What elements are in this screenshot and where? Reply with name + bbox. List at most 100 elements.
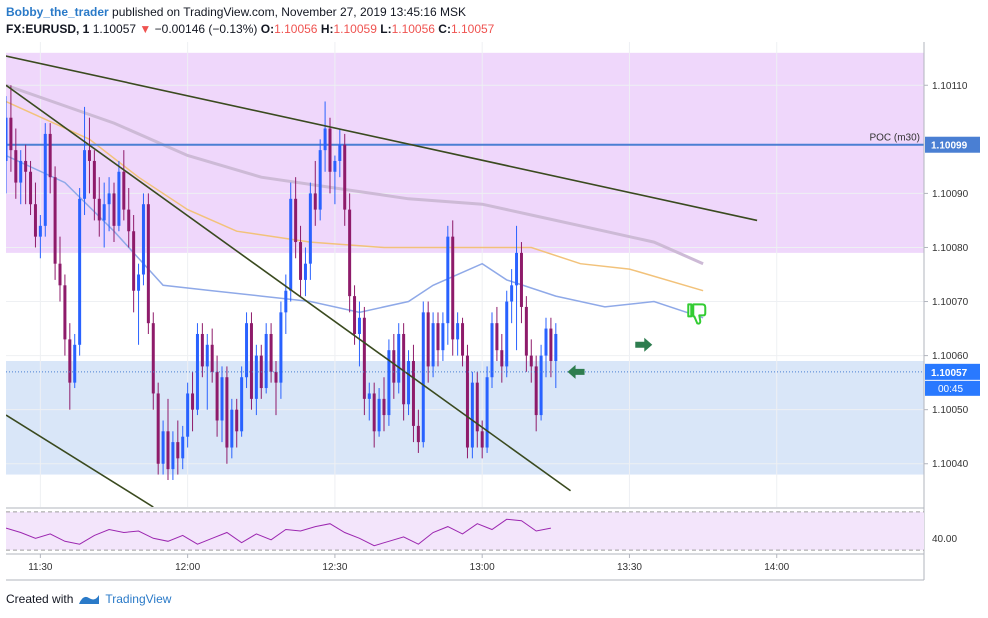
candle	[220, 366, 224, 443]
candle-body	[24, 160, 28, 172]
candle	[24, 144, 28, 205]
high-value: 1.10059	[333, 22, 377, 36]
candle	[475, 371, 479, 448]
candle-body	[240, 377, 244, 432]
candle-body	[92, 160, 96, 199]
candle	[171, 431, 175, 480]
candle-body	[220, 377, 224, 421]
candle-body	[117, 171, 121, 226]
candle	[519, 242, 523, 324]
candle	[235, 398, 239, 448]
rsi-line	[6, 518, 551, 547]
candle	[362, 306, 366, 416]
candle-body	[279, 312, 283, 383]
candle-body	[53, 177, 57, 264]
candle-body	[392, 350, 396, 383]
candle-body	[215, 371, 219, 421]
falling-diagonal-trendline	[6, 84, 572, 492]
candle-body	[549, 328, 553, 362]
candle	[470, 371, 474, 459]
time-tick-label: 13:00	[470, 562, 495, 573]
candle-body	[510, 285, 514, 302]
candle	[249, 312, 253, 410]
candle	[68, 323, 72, 410]
candle	[156, 382, 160, 475]
candle-body	[9, 117, 13, 151]
candle	[78, 187, 82, 356]
candle-body	[303, 263, 307, 280]
candle-body	[68, 339, 72, 383]
left-arrow-icon	[567, 364, 585, 379]
candle-body	[210, 344, 214, 372]
candle-body	[195, 333, 199, 410]
support-zone	[6, 361, 924, 475]
candle-body	[48, 133, 52, 178]
candle	[38, 215, 42, 259]
candle	[161, 420, 165, 475]
candle-body	[436, 323, 440, 351]
candle-body	[87, 150, 91, 161]
last-price-tag	[925, 363, 980, 380]
candle	[264, 323, 268, 394]
right-arrow-icon	[635, 337, 653, 352]
candle-body	[156, 393, 160, 464]
candle-body	[151, 323, 155, 394]
candle	[117, 160, 121, 232]
countdown-label: 00:45	[938, 384, 963, 395]
candle	[510, 269, 514, 324]
time-tick-label: 12:30	[322, 562, 347, 573]
candle-body	[191, 393, 195, 410]
symbol-label: FX:EURUSD, 1	[6, 22, 90, 36]
rsi-band	[6, 511, 924, 551]
candle-body	[411, 361, 415, 426]
candle-body	[186, 393, 190, 437]
candle-body	[254, 355, 258, 399]
publish-line: Bobby_the_trader published on TradingVie…	[6, 4, 494, 21]
candle	[279, 301, 283, 399]
candle-body	[515, 252, 519, 286]
plot-area: POC (m30)	[6, 42, 924, 507]
candle-body	[308, 193, 312, 264]
candle-body	[554, 333, 558, 362]
candle-body	[338, 144, 342, 161]
candle-body	[382, 398, 386, 416]
lower-channel-trendline	[6, 414, 154, 507]
candle	[269, 323, 273, 383]
candle	[485, 366, 489, 453]
current-price: 1.10057	[92, 22, 137, 36]
time-tick-label: 12:00	[175, 562, 200, 573]
candle	[43, 123, 47, 237]
candle	[151, 312, 155, 410]
candle-body	[485, 377, 489, 448]
candle-body	[470, 382, 474, 448]
candle	[372, 382, 376, 448]
tradingview-brand-link[interactable]: TradingView	[105, 592, 172, 606]
author-link[interactable]: Bobby_the_trader	[6, 5, 109, 19]
candle	[333, 155, 337, 205]
candle	[254, 344, 258, 416]
candle-body	[539, 355, 543, 416]
low-label: L:	[380, 22, 392, 36]
candle-body	[181, 436, 185, 459]
candle-body	[171, 442, 175, 470]
candle	[323, 101, 327, 172]
candle	[343, 133, 347, 226]
candle-body	[205, 344, 209, 367]
candle	[9, 85, 13, 172]
low-value: 1.10056	[391, 22, 435, 36]
candle-body	[6, 117, 8, 161]
candle	[534, 355, 538, 432]
candle	[33, 182, 37, 248]
candle-body	[245, 323, 249, 378]
candle-body	[416, 425, 420, 443]
candle	[303, 247, 307, 297]
close-value: 1.10057	[450, 22, 495, 36]
candle-body	[421, 312, 425, 443]
candle-body	[235, 409, 239, 432]
candle-body	[122, 171, 126, 210]
candle	[191, 371, 195, 432]
candle	[451, 220, 455, 356]
candle	[6, 96, 8, 194]
candle-body	[73, 344, 77, 383]
